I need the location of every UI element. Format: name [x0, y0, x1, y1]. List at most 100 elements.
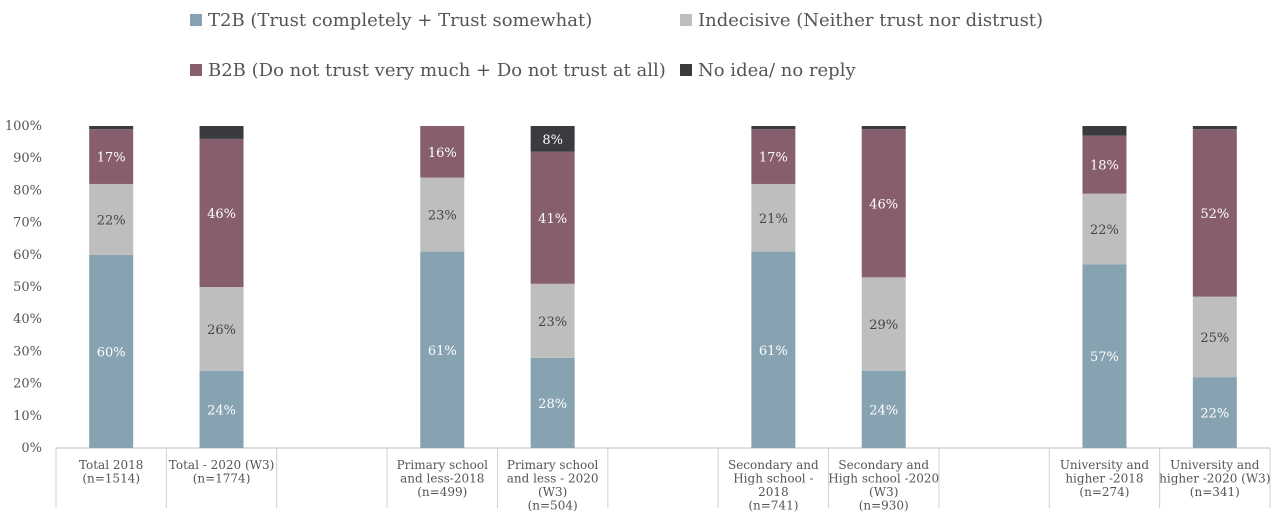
bar-segment [1192, 126, 1237, 130]
x-tick-label: University and [1170, 458, 1260, 472]
bar-segment [861, 129, 906, 278]
legend-swatch [190, 64, 202, 76]
x-tick-label: Primary school [507, 458, 599, 472]
bar-segment [1192, 377, 1237, 448]
x-tick-label: and less - 2020 [507, 472, 599, 486]
data-label: 41% [538, 212, 567, 227]
x-tick-label: (n=1514) [82, 472, 140, 486]
x-tick-label: (n=504) [528, 499, 578, 513]
data-label: 17% [759, 151, 788, 166]
bar-segment [199, 126, 244, 139]
y-tick-label: 40% [13, 312, 42, 327]
legend-label: Indecisive (Neither trust nor distrust) [698, 10, 1043, 31]
legend-label: B2B (Do not trust very much + Do not tru… [208, 60, 666, 81]
y-tick-label: 100% [5, 119, 42, 134]
x-tick-label: Primary school [397, 458, 489, 472]
legend-swatch [680, 64, 692, 76]
bar-segment [861, 126, 906, 130]
x-tick-label: Secondary and [838, 458, 929, 472]
data-label: 22% [97, 213, 126, 228]
data-label: 29% [869, 318, 898, 333]
legend-label: T2B (Trust completely + Trust somewhat) [208, 10, 592, 31]
data-label: 46% [207, 207, 236, 222]
x-tick-label: (W3) [538, 485, 567, 499]
x-tick-label: Total 2018 [79, 458, 143, 472]
data-label: 8% [542, 133, 563, 148]
data-label: 25% [1200, 331, 1229, 346]
bar-segment [530, 357, 575, 448]
data-label: 61% [428, 344, 457, 359]
x-tick-label: 2018 [758, 485, 789, 499]
x-tick-label: (n=741) [748, 499, 798, 513]
data-label: 22% [1200, 407, 1229, 422]
x-tick-label: University and [1060, 458, 1150, 472]
data-label: 57% [1090, 350, 1119, 365]
data-label: 52% [1200, 207, 1229, 222]
bar-segment [1082, 264, 1127, 448]
bar-segment [199, 138, 244, 287]
x-tick-label: High school - [733, 472, 813, 486]
x-tick-label: and less-2018 [400, 472, 484, 486]
x-tick-label: higher -2018 [1065, 472, 1143, 486]
data-label: 46% [869, 197, 898, 212]
legend-label: No idea/ no reply [698, 60, 856, 81]
y-tick-label: 90% [13, 151, 42, 166]
data-label: 26% [207, 323, 236, 338]
x-tick-label: Total - 2020 (W3) [169, 458, 274, 472]
bar-segment [89, 254, 134, 448]
bar-segment [530, 283, 575, 358]
x-tick-label: (n=499) [417, 485, 467, 499]
data-label: 28% [538, 397, 567, 412]
y-tick-label: 30% [13, 344, 42, 359]
bar-segment [89, 126, 134, 130]
data-label: 22% [1090, 223, 1119, 238]
y-tick-label: 20% [13, 377, 42, 392]
data-label: 60% [97, 345, 126, 360]
bar-segment [751, 183, 796, 252]
bar-segment [1192, 129, 1237, 297]
x-tick-label: (n=1774) [193, 472, 251, 486]
x-tick-label: (n=930) [859, 499, 909, 513]
bar-segment [751, 126, 796, 130]
y-tick-label: 0% [21, 441, 42, 456]
bar-segment [1192, 296, 1237, 378]
bar-segment [861, 277, 906, 371]
legend-swatch [680, 14, 692, 26]
bar-segment [861, 370, 906, 448]
data-label: 23% [538, 315, 567, 330]
data-label: 24% [207, 403, 236, 418]
bar-segment [1082, 193, 1127, 265]
data-label: 24% [869, 403, 898, 418]
data-label: 61% [759, 344, 788, 359]
bar-segment [199, 370, 244, 448]
x-tick-label: (W3) [869, 485, 898, 499]
x-tick-label: High school -2020 [828, 472, 939, 486]
bar-segment [1082, 126, 1127, 136]
legend-swatch [190, 14, 202, 26]
bar-segment [420, 251, 465, 448]
y-tick-label: 50% [13, 280, 42, 295]
bar-segment [89, 183, 134, 255]
bar-segment [1082, 135, 1127, 194]
x-tick-label: (n=341) [1190, 485, 1240, 499]
x-tick-label: Secondary and [728, 458, 819, 472]
y-tick-label: 70% [13, 216, 42, 231]
y-tick-label: 60% [13, 248, 42, 263]
bar-segment [530, 151, 575, 284]
bar-segment [530, 126, 575, 152]
data-label: 23% [428, 209, 457, 224]
data-label: 21% [759, 212, 788, 227]
bar-segment [420, 126, 465, 178]
data-label: 16% [428, 146, 457, 161]
y-tick-label: 10% [13, 409, 42, 424]
y-tick-label: 80% [13, 183, 42, 198]
data-label: 17% [97, 151, 126, 166]
bar-segment [89, 129, 134, 184]
x-tick-label: (n=274) [1079, 485, 1129, 499]
bar-segment [751, 129, 796, 184]
bar-segment [751, 251, 796, 448]
bar-segment [420, 177, 465, 252]
data-label: 18% [1090, 159, 1119, 174]
